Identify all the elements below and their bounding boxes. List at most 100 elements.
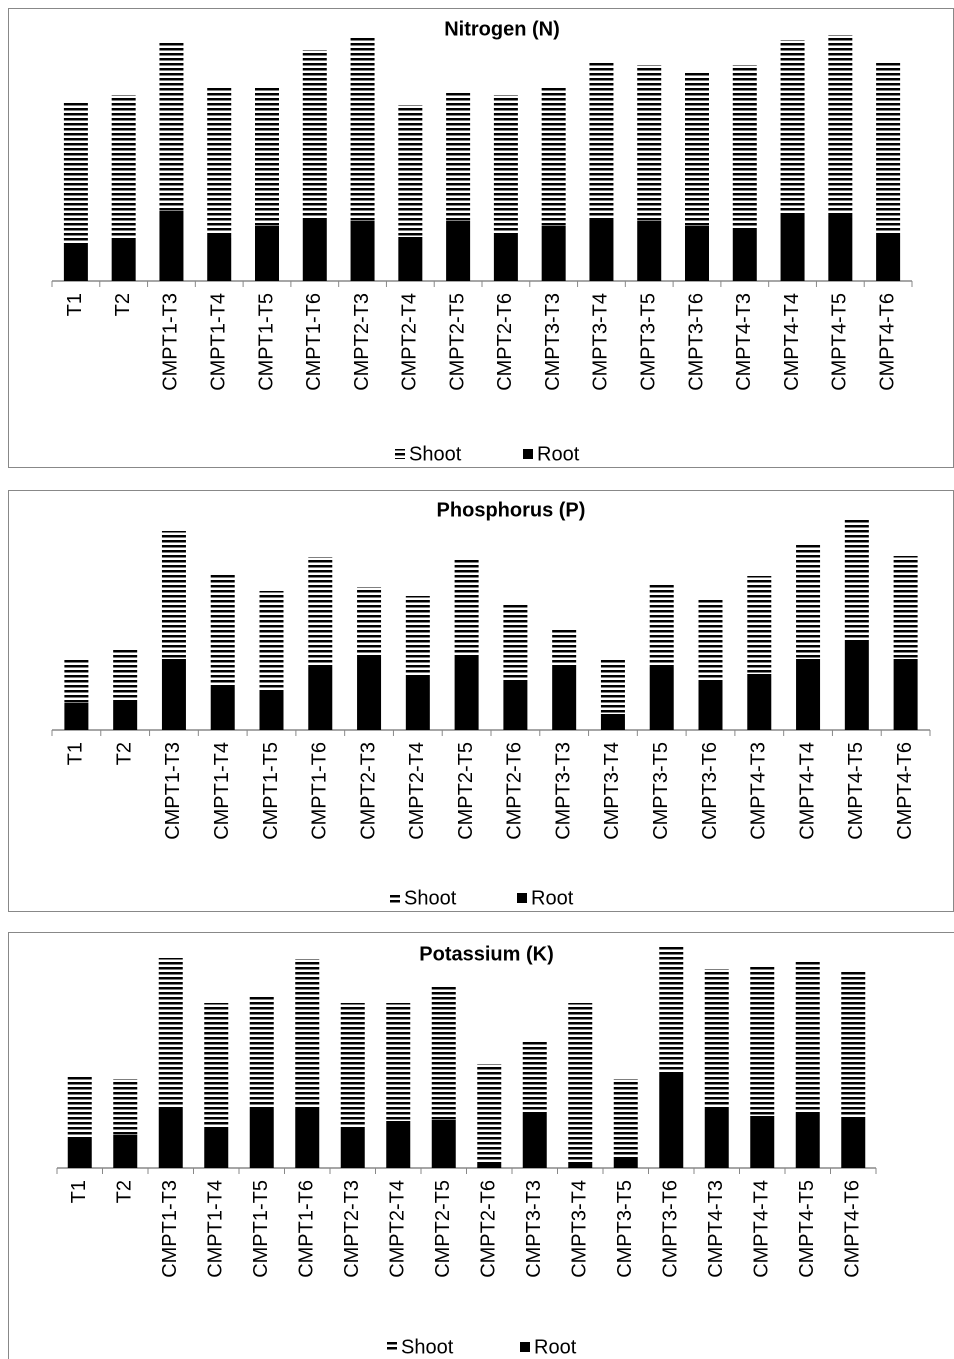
- shoot-bar: [431, 985, 456, 1120]
- root-bar: [568, 1162, 593, 1168]
- shoot-bar: [503, 605, 528, 682]
- shoot-bar: [446, 91, 471, 221]
- shoot-bar: [302, 50, 327, 219]
- shoot-bar: [828, 35, 853, 215]
- root-bar: [503, 682, 528, 730]
- root-bar: [637, 221, 662, 281]
- root-bar: [446, 221, 471, 281]
- shoot-bar: [893, 556, 918, 659]
- root-bar: [113, 701, 138, 730]
- x-tick-label: CMPT2-T3: [351, 293, 373, 391]
- x-tick-label: CMPT1-T5: [255, 293, 277, 391]
- shoot-bar: [750, 966, 775, 1116]
- x-tick-label: CMPT3-T3: [542, 293, 564, 391]
- root-bar: [308, 667, 333, 730]
- shoot-bar: [493, 95, 518, 234]
- x-tick-label: CMPT1-T3: [160, 293, 182, 391]
- x-tick-label: CMPT2-T5: [446, 293, 468, 391]
- panel-border: [8, 932, 954, 1359]
- x-tick-label: CMPT1-T5: [260, 742, 282, 840]
- x-tick-label: CMPT4-T4: [796, 742, 818, 840]
- x-tick-label: CMPT3-T3: [523, 1180, 545, 1278]
- shoot-bar: [659, 947, 684, 1072]
- shoot-bar: [685, 72, 709, 226]
- root-bar: [161, 659, 186, 730]
- x-tick-label: CMPT2-T3: [357, 742, 379, 840]
- legend-label: Shoot: [404, 887, 457, 909]
- x-tick-label: CMPT4-T5: [829, 293, 851, 391]
- shoot-bar: [795, 962, 820, 1112]
- shoot-bar: [600, 659, 625, 714]
- shoot-bar: [876, 61, 901, 234]
- x-tick-label: CMPT3-T6: [685, 293, 707, 391]
- root-bar: [552, 667, 577, 730]
- chart-panel: Potassium (K) T1 T2 CMPT1-T3 CMPT1-T4 CMPT1-T…: [8, 932, 954, 1359]
- root-bar: [795, 1112, 820, 1168]
- x-tick-label: CMPT2-T6: [478, 1180, 500, 1278]
- shoot-bar: [398, 105, 423, 237]
- shoot-bar: [259, 591, 284, 690]
- root-bar: [159, 211, 184, 281]
- shoot-bar: [210, 575, 235, 686]
- x-tick-label: CMPT2-T4: [387, 1180, 409, 1278]
- shoot-bar: [350, 38, 375, 221]
- root-bar: [589, 219, 614, 281]
- chart-panel: Nitrogen (N) T1 T2 CMPT1-T3 CMPT1-T4 CMPT1-T5…: [8, 8, 954, 468]
- x-tick-label: CMPT2-T5: [432, 1180, 454, 1278]
- x-tick-label: CMPT1-T3: [159, 1180, 181, 1278]
- root-bar: [828, 215, 853, 281]
- x-tick-label: CMPT4-T6: [894, 742, 916, 840]
- x-tick-label: CMPT4-T6: [842, 1180, 864, 1278]
- x-tick-label: T2: [114, 1180, 136, 1203]
- x-tick-label: CMPT2-T4: [399, 293, 421, 391]
- legend-swatch: [523, 449, 533, 459]
- root-bar: [398, 237, 423, 281]
- root-bar: [255, 226, 279, 281]
- root-bar: [732, 230, 757, 281]
- root-bar: [541, 226, 566, 281]
- chart-title: Nitrogen (N): [444, 18, 560, 40]
- x-tick-label: CMPT3-T5: [614, 1180, 636, 1278]
- x-tick-label: CMPT3-T6: [699, 742, 721, 840]
- shoot-bar: [732, 65, 757, 230]
- x-tick-label: T1: [64, 293, 86, 316]
- root-bar: [522, 1112, 547, 1168]
- root-bar: [249, 1108, 274, 1168]
- x-tick-label: CMPT3-T5: [650, 742, 672, 840]
- x-tick-label: CMPT1-T6: [296, 1180, 318, 1278]
- root-bar: [698, 682, 723, 730]
- shoot-bar: [780, 40, 805, 215]
- root-bar: [600, 714, 625, 730]
- x-tick-label: T2: [113, 742, 135, 765]
- shoot-bar: [158, 958, 183, 1108]
- root-bar: [259, 690, 284, 730]
- root-bar: [302, 219, 327, 281]
- x-tick-label: CMPT4-T6: [876, 293, 898, 391]
- shoot-bar: [613, 1079, 638, 1158]
- shoot-bar: [67, 1076, 92, 1139]
- shoot-bar: [63, 103, 88, 245]
- root-bar: [796, 659, 821, 730]
- x-tick-label: CMPT1-T3: [162, 742, 184, 840]
- shoot-bar: [841, 970, 866, 1117]
- x-tick-label: CMPT1-T4: [208, 293, 230, 391]
- x-tick-label: CMPT1-T5: [250, 1180, 272, 1278]
- x-tick-label: CMPT1-T4: [205, 1180, 227, 1278]
- root-bar: [685, 226, 709, 281]
- root-bar: [357, 657, 382, 730]
- shoot-bar: [552, 629, 577, 667]
- shoot-bar: [386, 1003, 411, 1121]
- x-tick-label: CMPT3-T5: [638, 293, 660, 391]
- legend-label: Shoot: [409, 443, 462, 465]
- x-tick-label: CMPT4-T4: [781, 293, 803, 391]
- root-bar: [704, 1108, 729, 1168]
- legend-label: Root: [537, 443, 580, 465]
- root-bar: [340, 1128, 365, 1168]
- root-bar: [158, 1108, 183, 1168]
- shoot-bar: [637, 65, 662, 221]
- shoot-bar: [454, 560, 479, 655]
- root-bar: [350, 221, 375, 281]
- legend-swatch: [395, 449, 405, 459]
- x-tick-label: CMPT3-T3: [552, 742, 574, 840]
- x-tick-label: CMPT4-T3: [733, 293, 755, 391]
